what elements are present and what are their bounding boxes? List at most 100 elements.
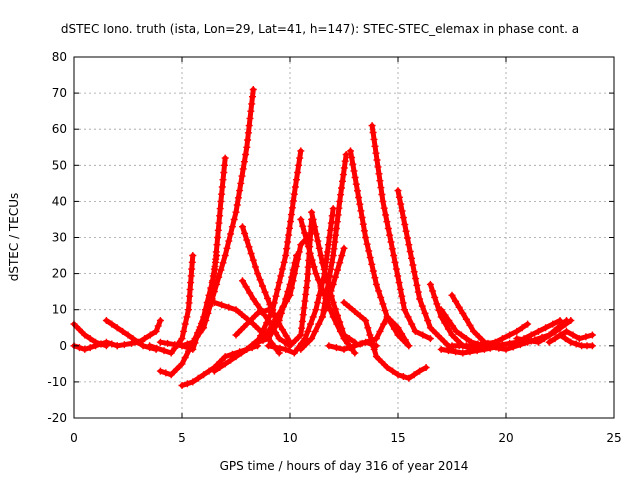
data-point-marker (218, 190, 226, 198)
data-point-marker (289, 197, 297, 205)
data-point-marker (366, 331, 374, 339)
data-point-marker (232, 331, 240, 339)
data-point-marker (256, 276, 264, 284)
data-point-marker (248, 342, 256, 350)
data-point-marker (304, 243, 312, 250)
data-point-marker (424, 317, 432, 324)
data-point-marker (562, 320, 570, 328)
data-point-marker (395, 279, 403, 287)
data-point-marker (349, 160, 357, 168)
data-point-marker (200, 324, 208, 332)
data-point-marker (452, 297, 460, 305)
data-point-marker (310, 263, 318, 271)
data-point-marker (380, 320, 388, 328)
data-point-marker (289, 266, 297, 274)
data-point-marker (366, 254, 374, 262)
data-point-marker (406, 248, 414, 255)
data-point-marker (352, 180, 360, 188)
y-tick-label: 40 (52, 194, 67, 208)
data-point-marker (309, 313, 317, 321)
data-point-marker (302, 340, 310, 348)
data-point-marker (396, 285, 404, 293)
data-point-marker (351, 174, 359, 181)
data-point-marker (370, 345, 378, 353)
data-point-marker (325, 342, 333, 350)
data-point-marker (304, 327, 312, 335)
data-point-marker (444, 347, 452, 355)
data-point-marker (332, 344, 340, 352)
data-point-marker (277, 309, 285, 317)
data-point-marker (239, 165, 247, 173)
data-point-marker (332, 225, 340, 232)
data-point-marker (183, 313, 191, 321)
data-point-marker (298, 324, 306, 332)
data-point-marker (551, 335, 559, 343)
data-point-marker (329, 299, 337, 306)
data-point-marker (394, 187, 402, 195)
data-point-marker (397, 200, 405, 208)
data-point-marker (335, 204, 343, 212)
data-point-marker (270, 343, 278, 351)
data-point-marker (455, 342, 463, 350)
data-point-marker (410, 268, 418, 276)
data-point-marker (357, 207, 365, 215)
data-point-marker (414, 288, 422, 296)
y-tick-label: -20 (47, 411, 67, 425)
data-point-marker (277, 272, 285, 280)
data-point-marker (455, 303, 463, 311)
data-point-marker (228, 223, 236, 231)
data-point-marker (380, 204, 388, 212)
data-point-marker (152, 327, 160, 335)
data-point-marker (556, 331, 564, 339)
data-point-marker (327, 219, 335, 227)
data-point-marker (452, 348, 460, 356)
data-point-marker (572, 340, 580, 348)
x-tick-label: 0 (70, 431, 78, 445)
data-point-marker (405, 342, 413, 350)
y-tick-label: 0 (59, 339, 67, 353)
data-point-marker (290, 349, 298, 357)
data-point-marker (245, 243, 253, 251)
data-point-marker (308, 208, 316, 216)
data-point-marker (340, 164, 348, 172)
data-point-marker (295, 161, 303, 169)
data-point-marker (146, 342, 154, 350)
data-point-marker (394, 272, 402, 280)
data-series-24 (347, 147, 413, 350)
data-point-marker (409, 261, 417, 269)
data-point-marker (303, 284, 310, 292)
data-point-marker (257, 306, 265, 314)
data-point-marker (431, 293, 439, 301)
data-point-marker (286, 342, 294, 350)
data-point-marker (291, 336, 299, 344)
data-point-marker (459, 309, 467, 317)
data-point-marker (189, 345, 197, 353)
data-point-marker (178, 335, 186, 343)
data-point-marker (293, 252, 300, 259)
data-point-marker (249, 93, 256, 101)
data-point-marker (432, 329, 440, 337)
data-point-marker (398, 330, 406, 338)
data-point-marker (200, 371, 208, 379)
data-point-marker (470, 327, 478, 335)
data-point-marker (392, 265, 400, 273)
data-point-marker (401, 336, 409, 344)
data-point-marker (391, 258, 399, 266)
data-point-marker (374, 163, 382, 171)
data-point-marker (405, 241, 413, 249)
data-point-marker (219, 259, 227, 267)
data-point-marker (351, 308, 359, 315)
data-point-marker (477, 344, 485, 352)
data-point-marker (369, 129, 377, 136)
data-point-marker (466, 321, 474, 329)
data-point-marker (278, 326, 286, 334)
data-point-marker (449, 322, 456, 330)
data-point-marker (334, 266, 341, 274)
data-point-marker (291, 183, 299, 191)
data-point-marker (362, 317, 370, 324)
data-point-marker (215, 219, 223, 227)
series-trace (514, 318, 574, 345)
data-point-marker (368, 260, 376, 268)
data-point-marker (270, 299, 278, 307)
data-point-marker (373, 156, 381, 164)
